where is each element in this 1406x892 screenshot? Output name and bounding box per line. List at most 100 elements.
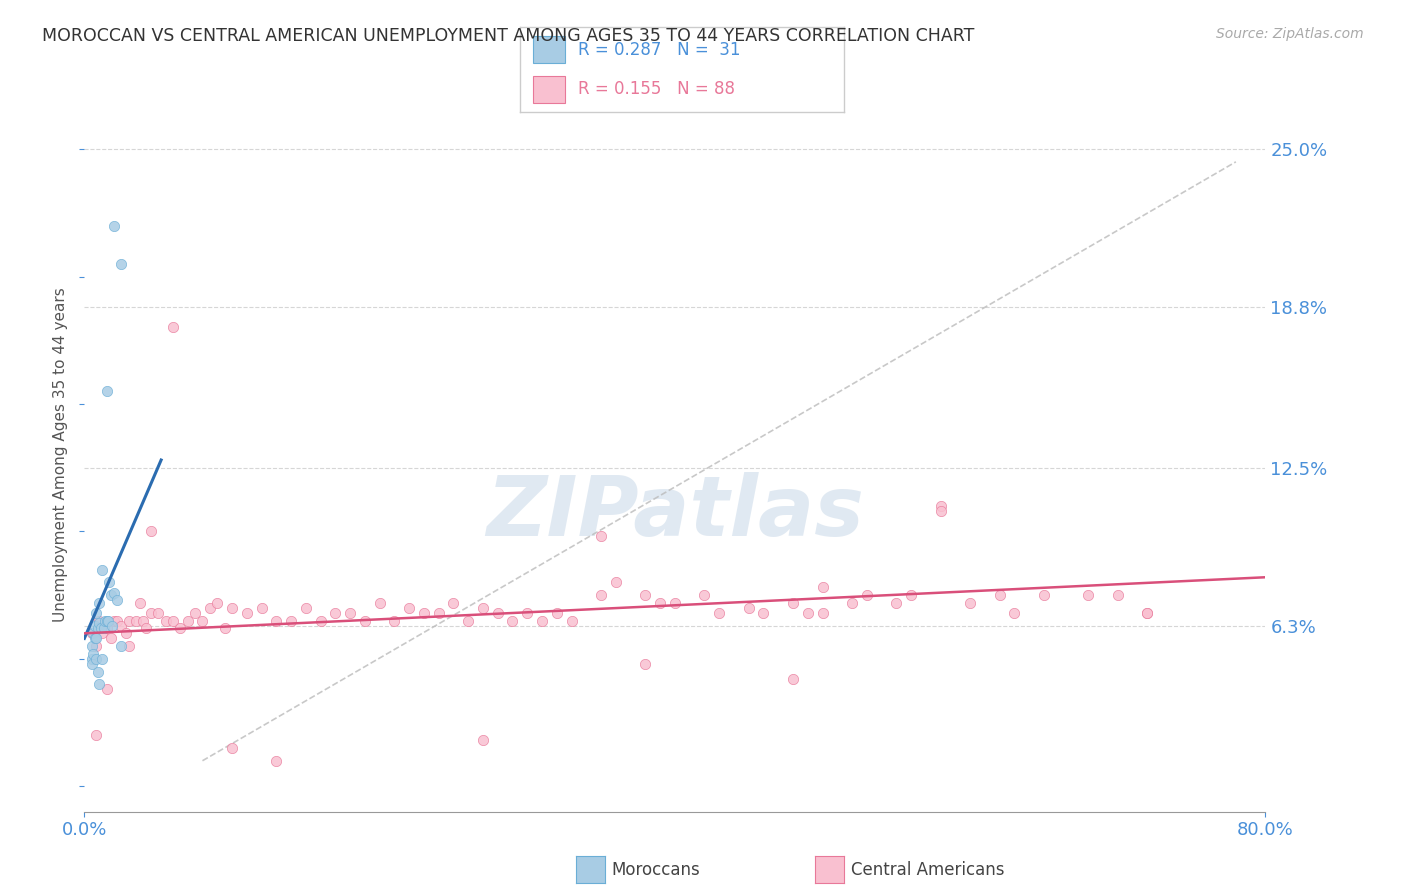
Bar [533, 36, 565, 63]
Point [988, 588, 1011, 602]
Point [236, 606, 259, 620]
Point [1136, 606, 1159, 620]
Point [368, 596, 391, 610]
Point [472, 600, 495, 615]
Point [118, 614, 141, 628]
Point [198, 600, 221, 615]
Point [929, 499, 952, 513]
Text: MOROCCAN VS CENTRAL AMERICAN UNEMPLOYMENT AMONG AGES 35 TO 44 YEARS CORRELATION : MOROCCAN VS CENTRAL AMERICAN UNEMPLOYMEN… [42, 27, 974, 45]
Text: Moroccans: Moroccans [612, 861, 700, 879]
Point [100, 588, 122, 602]
Point [139, 606, 162, 620]
Point [221, 741, 243, 756]
Point [129, 596, 152, 610]
Point [782, 672, 804, 686]
Point [486, 606, 509, 620]
Point [738, 600, 761, 615]
Text: R = 0.287   N =  31: R = 0.287 N = 31 [578, 41, 741, 59]
Point [162, 614, 184, 628]
Point [382, 614, 406, 628]
Point [929, 504, 952, 518]
Point [648, 596, 672, 610]
Point [91, 652, 114, 666]
Point [84, 728, 107, 742]
Point [135, 621, 157, 635]
Point [886, 596, 908, 610]
Point [110, 257, 132, 271]
Point [530, 614, 553, 628]
Point [103, 614, 125, 628]
Point [83, 618, 105, 632]
Point [89, 614, 111, 628]
Point [101, 618, 124, 632]
Point [280, 614, 302, 628]
Y-axis label: Unemployment Among Ages 35 to 44 years: Unemployment Among Ages 35 to 44 years [53, 287, 69, 623]
Point [339, 606, 361, 620]
Point [83, 632, 105, 646]
Point [1136, 606, 1159, 620]
Point [900, 588, 922, 602]
Point [91, 563, 114, 577]
Text: Central Americans: Central Americans [851, 861, 1004, 879]
Point [1077, 588, 1099, 602]
Point [250, 600, 273, 615]
Point [89, 677, 111, 691]
Point [855, 588, 877, 602]
Point [84, 606, 107, 620]
Point [105, 593, 128, 607]
Point [97, 614, 120, 628]
Point [100, 632, 122, 646]
Point [323, 606, 347, 620]
Point [110, 639, 132, 653]
Point [155, 614, 177, 628]
Point [91, 626, 114, 640]
Text: R = 0.155   N = 88: R = 0.155 N = 88 [578, 79, 735, 97]
Point [80, 639, 103, 653]
Point [114, 626, 136, 640]
Point [96, 621, 118, 635]
Point [84, 652, 107, 666]
Point [796, 606, 818, 620]
Point [84, 639, 107, 653]
Point [752, 606, 775, 620]
Text: ZIPatlas: ZIPatlas [486, 472, 863, 552]
Point [90, 621, 112, 635]
Point [89, 616, 111, 631]
Point [96, 384, 118, 399]
Point [80, 652, 103, 666]
Point [1032, 588, 1054, 602]
Point [457, 614, 479, 628]
Point [811, 606, 834, 620]
Point [309, 614, 332, 628]
Point [546, 606, 568, 620]
Point [664, 596, 686, 610]
Point [89, 596, 111, 610]
Point [191, 614, 214, 628]
Point [184, 606, 207, 620]
Point [441, 596, 464, 610]
Point [782, 596, 804, 610]
Point [1004, 606, 1026, 620]
Point [605, 575, 627, 590]
Point [86, 665, 108, 679]
Point [501, 614, 523, 628]
Point [214, 621, 236, 635]
Point [94, 614, 117, 628]
Point [110, 618, 132, 632]
Point [709, 606, 731, 620]
Point [132, 614, 155, 628]
Point [162, 320, 184, 334]
Point [96, 682, 118, 697]
Point [82, 647, 104, 661]
Point [177, 614, 200, 628]
Point [86, 621, 108, 635]
Point [264, 754, 288, 768]
Bar [533, 76, 565, 103]
Point [103, 585, 125, 599]
Point [811, 581, 834, 595]
Point [98, 575, 121, 590]
Point [80, 626, 103, 640]
Point [205, 596, 228, 610]
Point [96, 614, 118, 628]
Point [413, 606, 436, 620]
